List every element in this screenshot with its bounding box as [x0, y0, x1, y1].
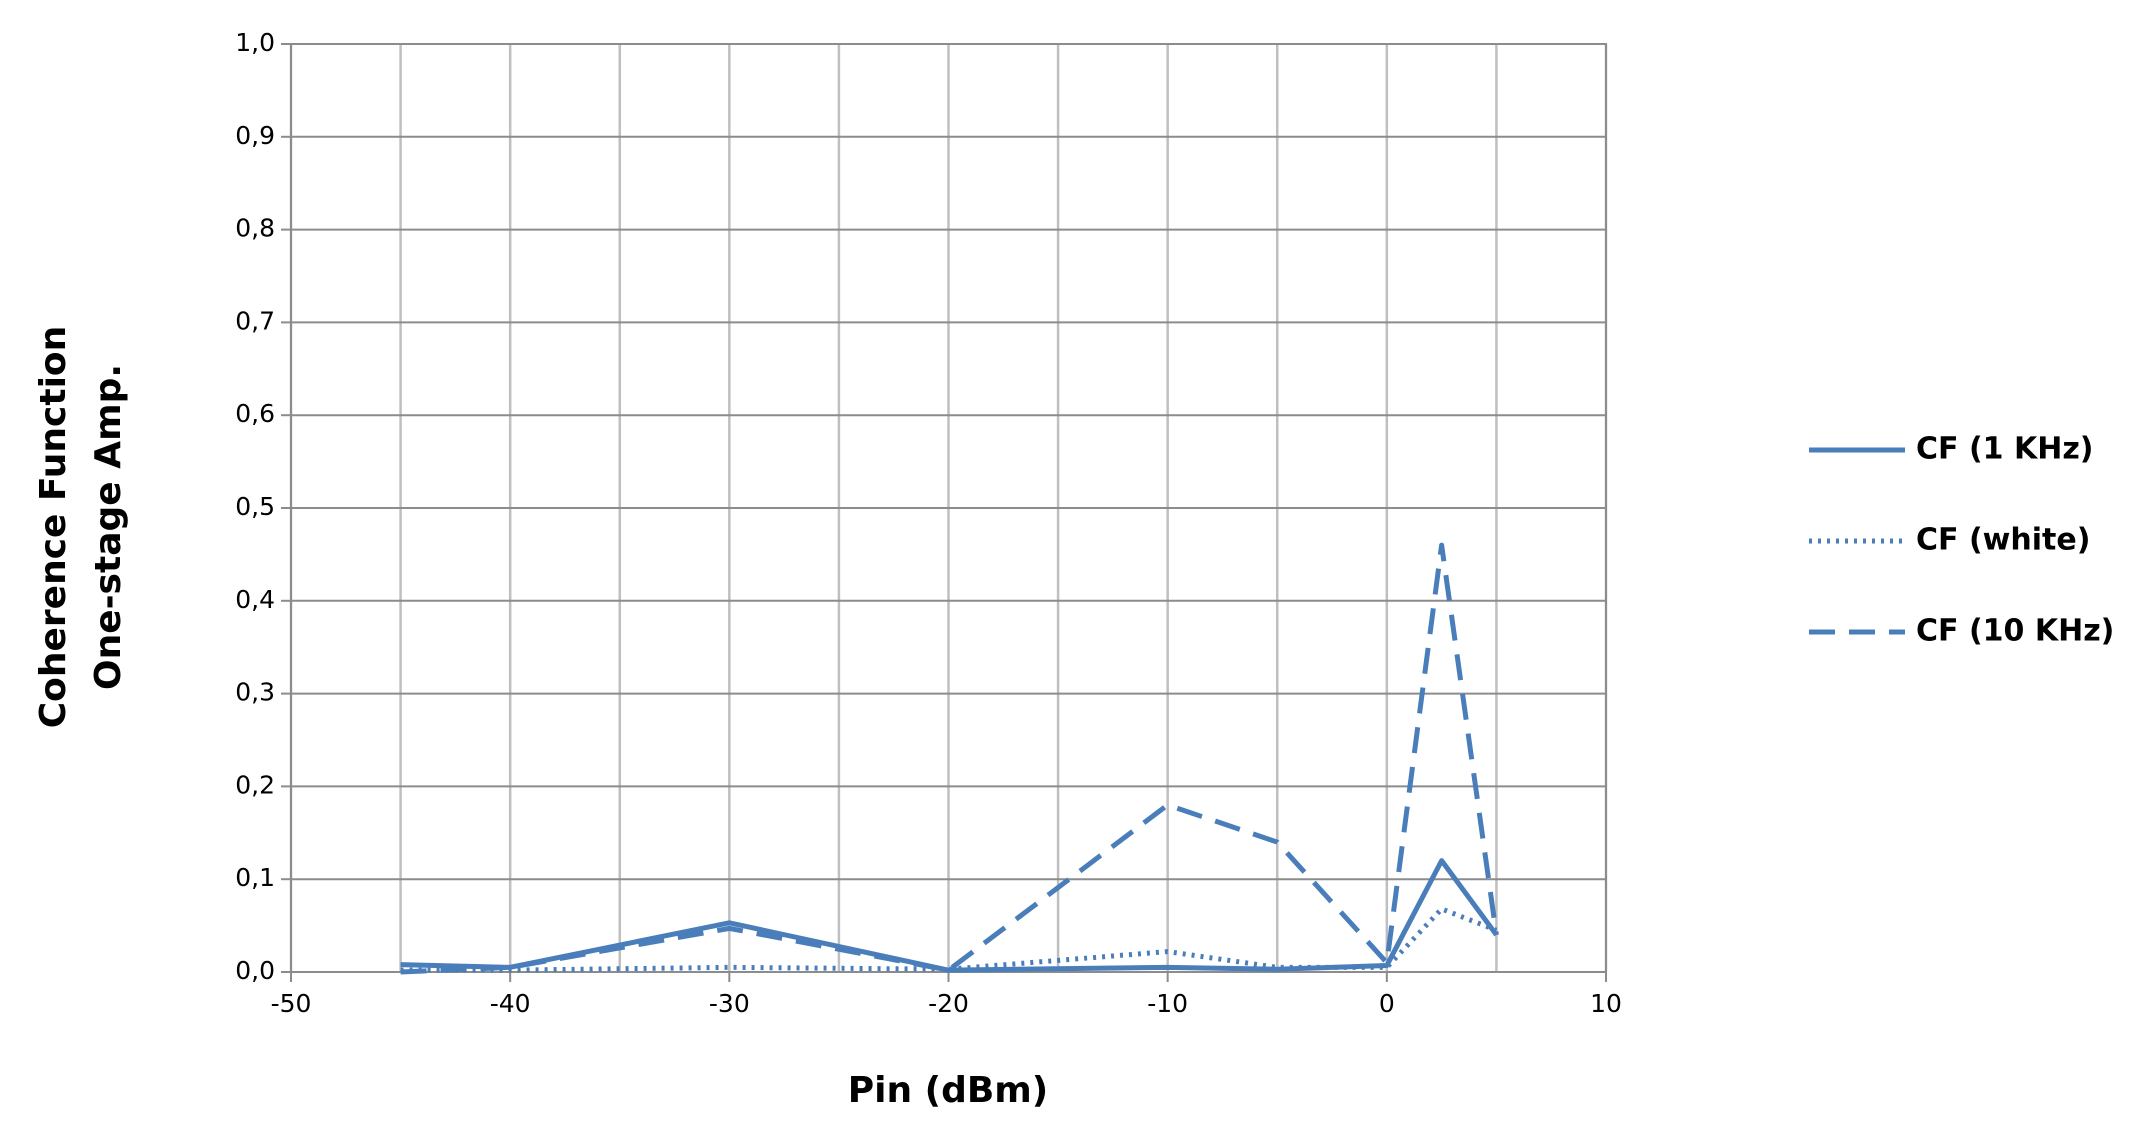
legend-label: CF (1 KHz): [1916, 432, 2094, 467]
y-axis-title: One-stage Amp.: [88, 364, 129, 690]
x-tick-label: -40: [490, 989, 531, 1018]
y-tick-label: 0,5: [235, 492, 275, 521]
y-tick-label: 0,9: [235, 121, 275, 150]
legend-label: CF (white): [1916, 523, 2090, 558]
x-tick-label: 0: [1379, 989, 1395, 1018]
x-axis-title: Pin (dBm): [848, 1070, 1049, 1111]
y-tick-label: 0,7: [235, 306, 275, 335]
y-tick-label: 0,6: [235, 399, 275, 428]
y-tick-label: 0,8: [235, 214, 275, 243]
y-tick-label: 0,3: [235, 678, 275, 707]
x-tick-label: -30: [709, 989, 750, 1018]
y-tick-label: 0,4: [235, 585, 275, 614]
y-tick-label: 1,0: [235, 28, 275, 57]
x-tick-label: -50: [271, 989, 312, 1018]
x-tick-label: -20: [928, 989, 969, 1018]
series-line: [400, 542, 1499, 975]
x-tick-label: 10: [1590, 989, 1622, 1018]
y-axis-title: Coherence Function: [33, 326, 74, 729]
y-tick-label: 0,2: [235, 770, 275, 799]
y-tick-label: 0,0: [235, 956, 275, 985]
x-tick-label: -10: [1147, 989, 1188, 1018]
series-line: [400, 906, 1498, 973]
legend-label: CF (10 KHz): [1916, 614, 2114, 649]
y-tick-label: 0,1: [235, 863, 275, 892]
